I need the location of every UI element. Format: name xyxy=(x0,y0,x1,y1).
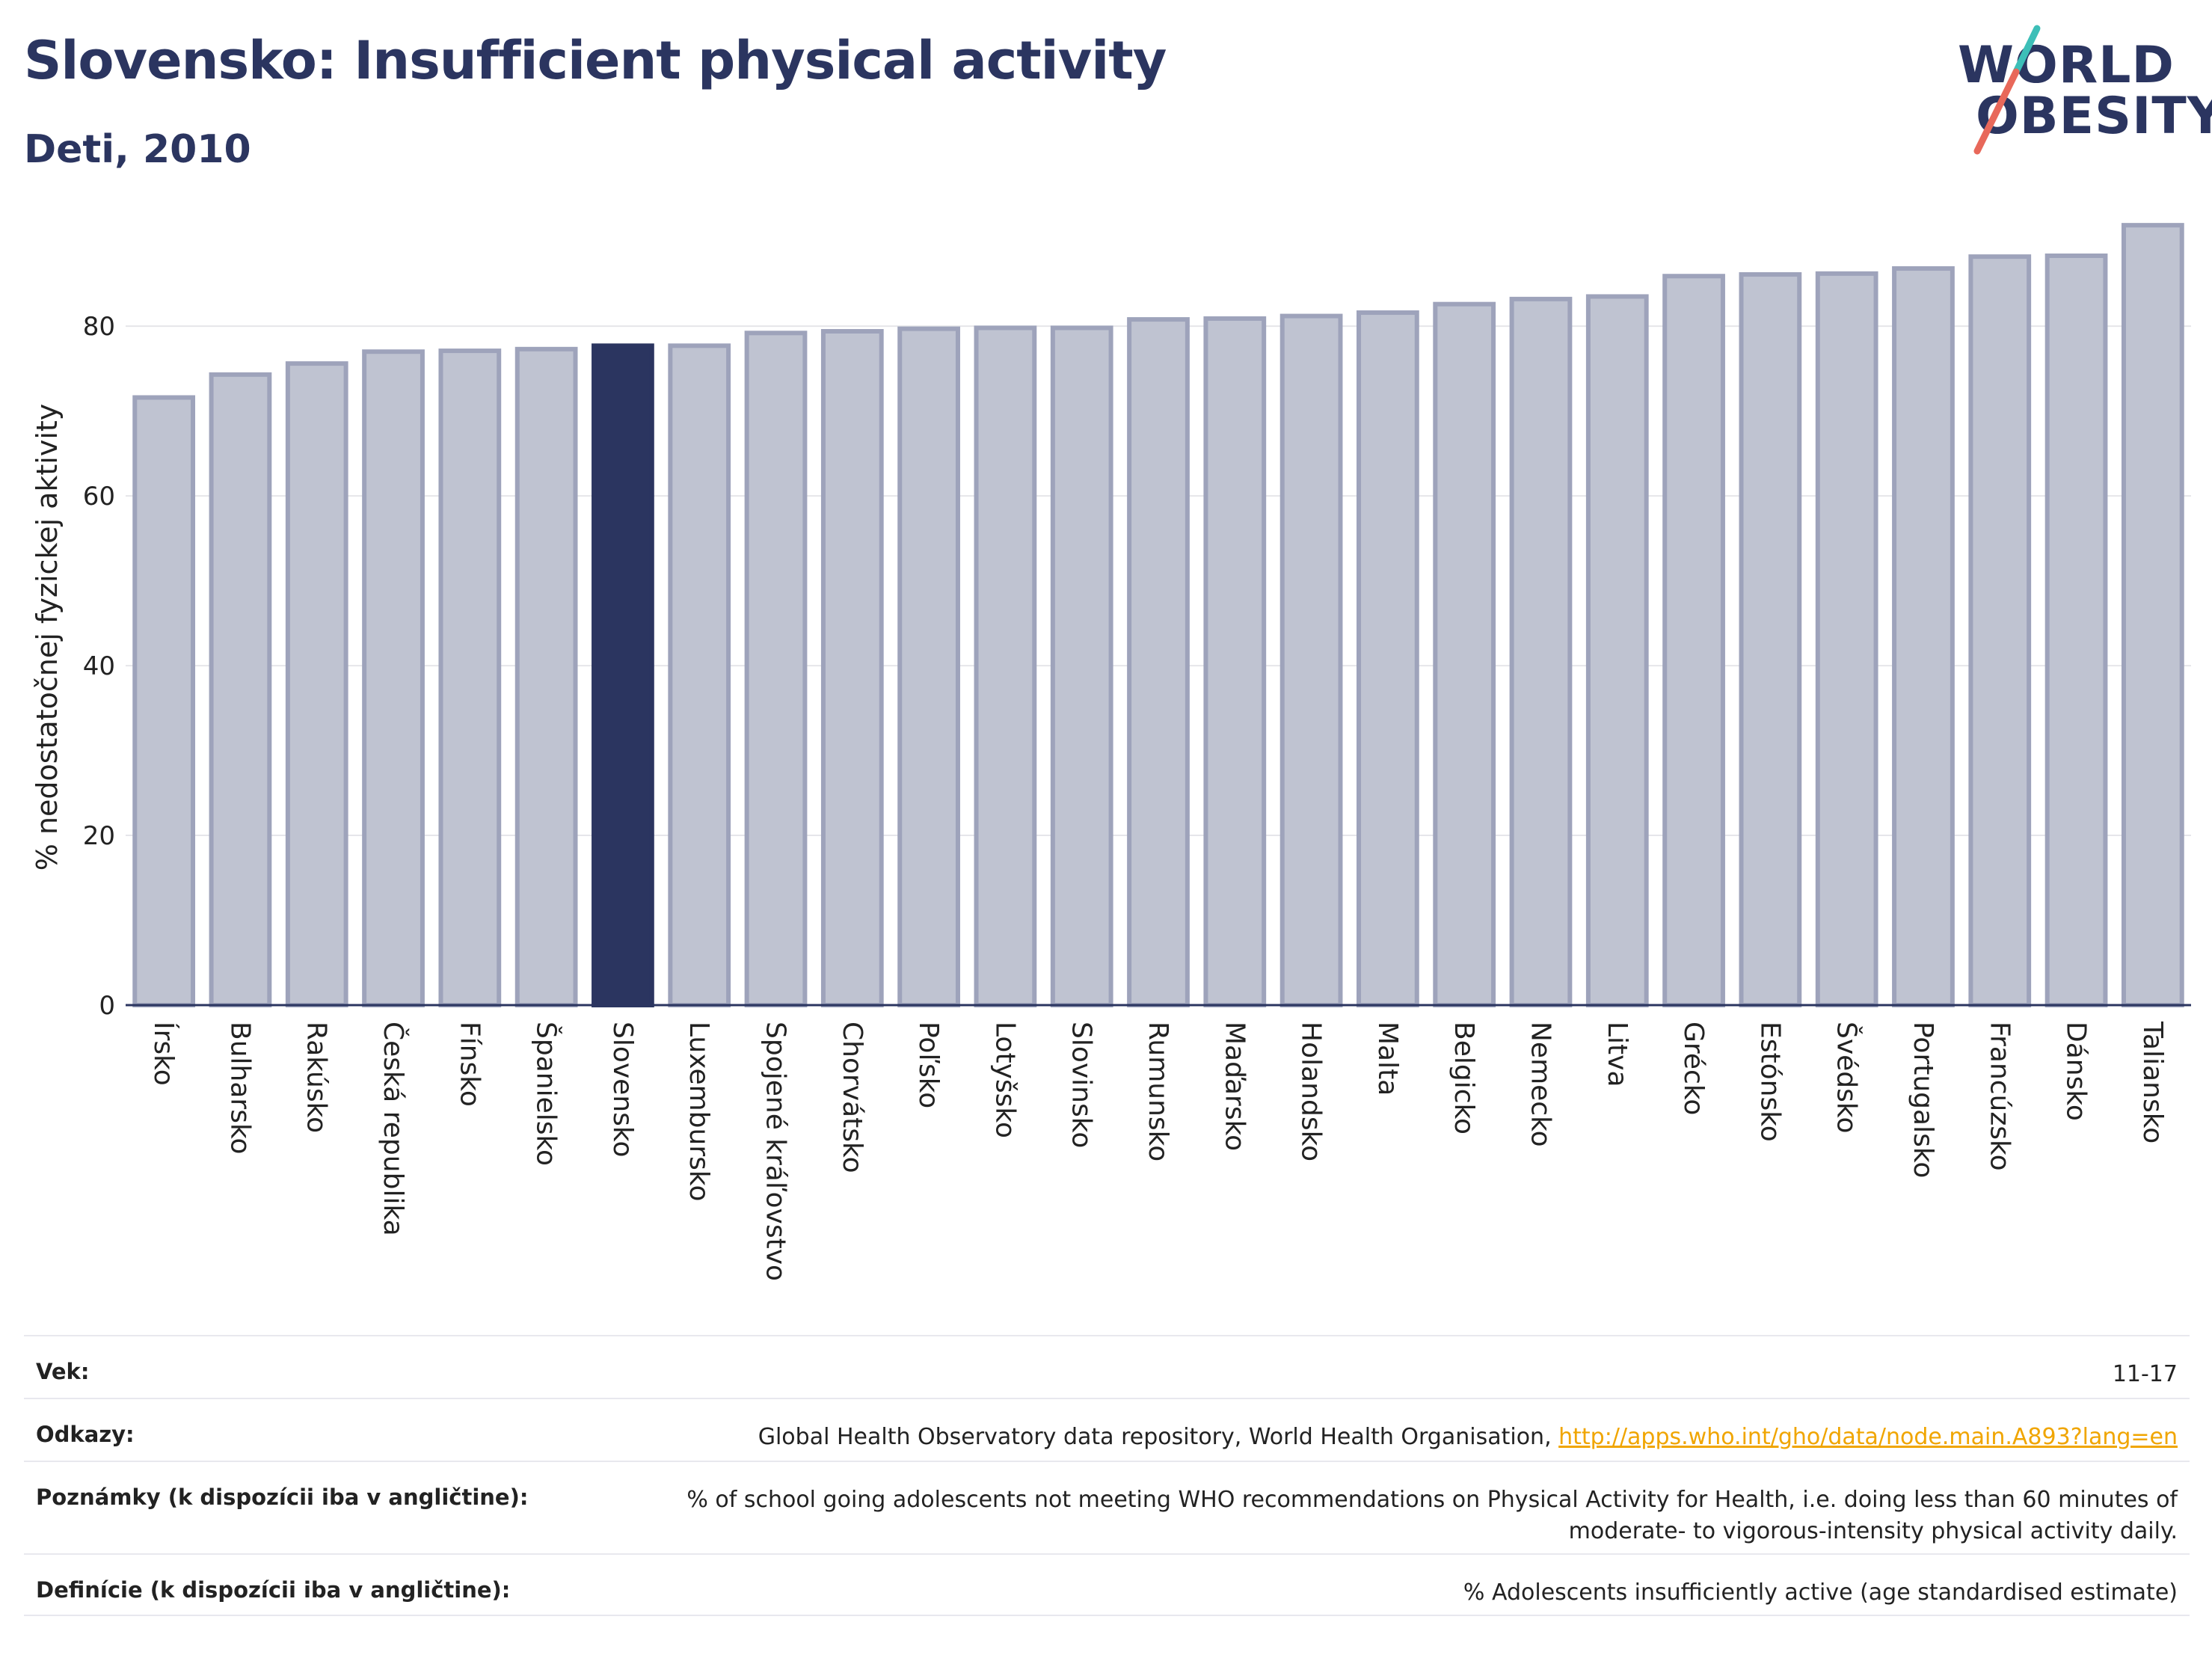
meta-row-definitions: Definície (k dispozícii iba v angličtine… xyxy=(24,1553,2190,1616)
x-tick-label: Slovensko xyxy=(607,1022,638,1158)
meta-row-references: Odkazy: Global Health Observatory data r… xyxy=(24,1398,2190,1461)
y-tick-label: 0 xyxy=(99,991,115,1021)
metadata-table: Vek: 11-17 Odkazy: Global Health Observa… xyxy=(24,1335,2190,1616)
references-link[interactable]: http://apps.who.int/gho/data/node.main.A… xyxy=(1558,1424,2178,1450)
bar xyxy=(1892,266,1955,1008)
x-tick-label: Maďarsko xyxy=(1219,1022,1250,1151)
x-tick-label: Španielsko xyxy=(531,1022,562,1166)
bar xyxy=(1127,317,1190,1007)
x-tick-label: Poľsko xyxy=(913,1022,944,1108)
bar xyxy=(974,325,1037,1007)
y-tick-label: 60 xyxy=(83,482,115,512)
x-tick-label: Holandsko xyxy=(1296,1022,1327,1161)
bar xyxy=(514,346,578,1007)
meta-row-age: Vek: 11-17 xyxy=(24,1335,2190,1398)
x-tick-label: Spojené kráľovstvo xyxy=(761,1022,791,1281)
meta-label-references: Odkazy: xyxy=(36,1422,135,1447)
bar xyxy=(1433,301,1496,1007)
x-tick-label: Grécko xyxy=(1678,1022,1709,1115)
bar xyxy=(668,343,731,1007)
bar xyxy=(1279,313,1343,1007)
x-tick-label: Chorvátsko xyxy=(837,1022,867,1173)
x-tick-label: Taliansko xyxy=(2137,1021,2168,1143)
x-tick-label: Malta xyxy=(1372,1022,1403,1096)
x-tick-label: Švédsko xyxy=(1831,1022,1863,1134)
bar xyxy=(820,328,884,1007)
x-tick-label: Dánsko xyxy=(2061,1022,2092,1121)
y-axis-label: % nedostatočnej fyzickej aktivity xyxy=(31,404,64,871)
bar xyxy=(1815,271,1878,1007)
x-tick-label: Česká republika xyxy=(378,1022,409,1236)
x-tick-label: Litva xyxy=(1602,1022,1632,1087)
bar xyxy=(897,326,960,1007)
x-tick-label: Rakúsko xyxy=(301,1022,332,1133)
bar xyxy=(1968,254,2032,1007)
y-tick-label: 20 xyxy=(83,821,115,851)
page-title: Slovensko: Insufficient physical activit… xyxy=(24,30,1167,91)
bar xyxy=(1662,274,1725,1007)
meta-row-notes: Poznámky (k dispozícii iba v angličtine)… xyxy=(24,1461,2190,1553)
bar xyxy=(1050,325,1113,1007)
x-tick-label: Lotyšsko xyxy=(989,1022,1020,1138)
bar xyxy=(592,343,654,1007)
bar xyxy=(1509,296,1573,1008)
logo-slash-icon xyxy=(1973,25,2041,155)
bar-chart: 0 20 40 60 80 % nedostatočnej fyzickej aktivi… xyxy=(31,223,2191,1281)
x-tick-label: Francúzsko xyxy=(1984,1022,2015,1171)
logo-line-2: OBESITY xyxy=(1976,87,2212,146)
logo-line-1: WORLD xyxy=(1958,36,2175,95)
x-tick-label: Estónsko xyxy=(1754,1022,1785,1142)
meta-value-notes: % of school going adolescents not meetin… xyxy=(686,1487,2178,1544)
bar xyxy=(362,349,425,1007)
y-tick-label: 40 xyxy=(83,651,115,681)
bar xyxy=(1739,271,1802,1008)
x-tick-label: Bulharsko xyxy=(224,1022,255,1155)
x-tick-label: Nemecko xyxy=(1525,1022,1555,1147)
meta-value-definitions: % Adolescents insufficiently active (age… xyxy=(1463,1579,2178,1606)
bar xyxy=(1357,310,1419,1007)
bar xyxy=(1203,316,1267,1007)
bar xyxy=(438,348,502,1008)
meta-label-definitions: Definície (k dispozícii iba v angličtine… xyxy=(36,1577,511,1603)
meta-label-age: Vek: xyxy=(36,1359,90,1384)
bar xyxy=(2121,223,2184,1008)
references-text: Global Health Observatory data repositor… xyxy=(758,1424,1559,1450)
page-subtitle: Deti, 2010 xyxy=(24,127,251,172)
bar xyxy=(744,331,808,1007)
meta-value-age: 11-17 xyxy=(2112,1361,2178,1387)
bar xyxy=(2044,253,2108,1008)
x-tick-label: Belgicko xyxy=(1448,1022,1479,1134)
meta-label-notes: Poznámky (k dispozícii iba v angličtine)… xyxy=(36,1484,529,1510)
x-tick-label: Portugalsko xyxy=(1908,1022,1938,1178)
x-tick-label: Fínsko xyxy=(454,1022,485,1107)
meta-value-references: Global Health Observatory data repositor… xyxy=(758,1422,2178,1453)
x-tick-label: Írsko xyxy=(148,1022,179,1086)
x-tick-label: Slovinsko xyxy=(1066,1022,1097,1148)
bar xyxy=(1585,294,1649,1007)
x-tick-label: Rumunsko xyxy=(1143,1022,1173,1161)
bar xyxy=(285,361,348,1007)
x-tick-label: Luxembursko xyxy=(683,1022,714,1201)
bar xyxy=(132,395,196,1007)
y-tick-label: 80 xyxy=(83,312,115,342)
bar xyxy=(209,372,272,1008)
world-obesity-logo: WORLD OBESITY xyxy=(1944,21,2212,156)
